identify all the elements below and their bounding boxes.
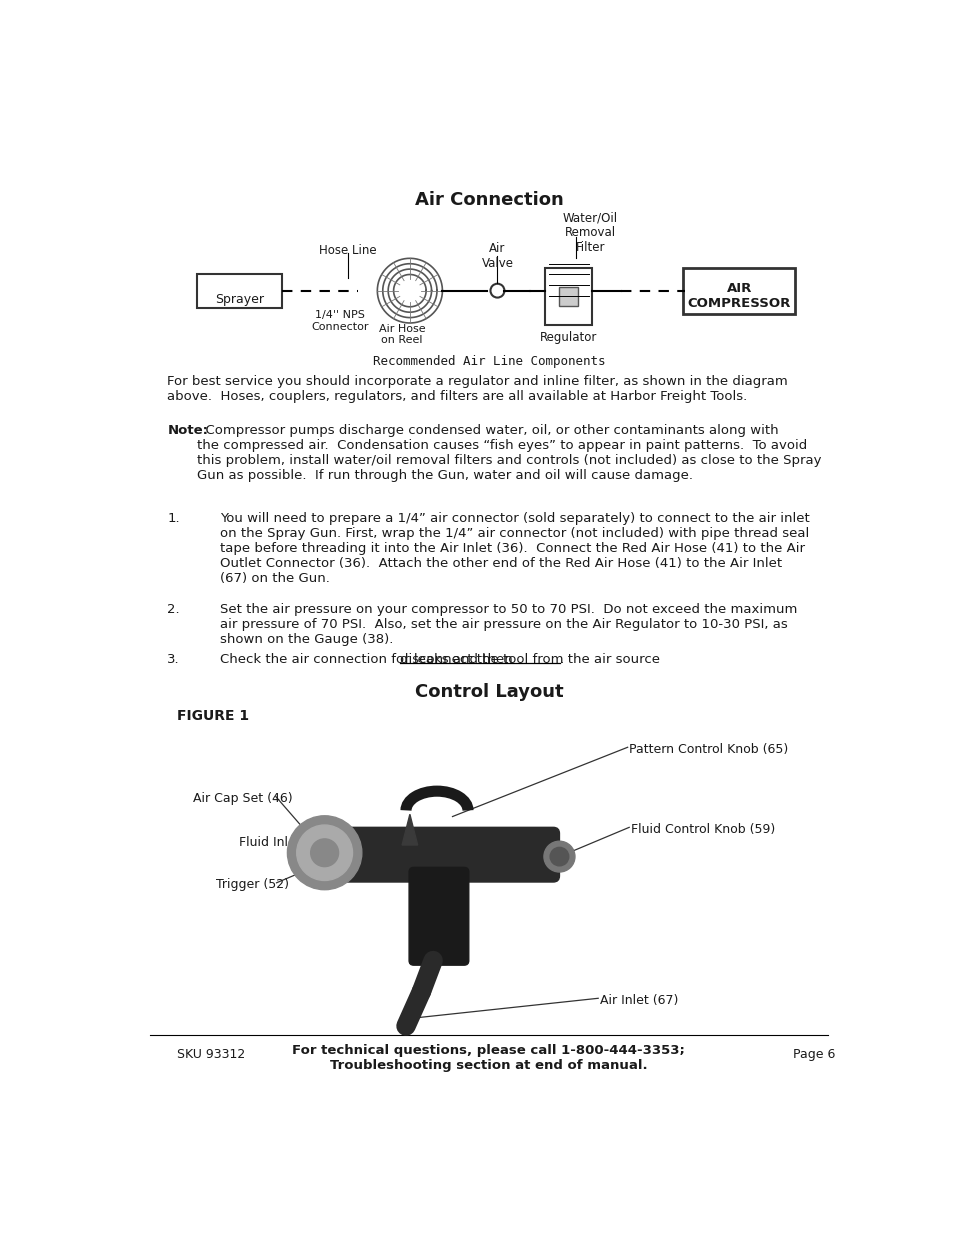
Circle shape — [296, 825, 353, 881]
Text: 1.: 1. — [167, 511, 180, 525]
Text: Air
Valve: Air Valve — [481, 242, 513, 270]
Text: disconnect the tool from the air source: disconnect the tool from the air source — [399, 652, 659, 666]
Text: Control Layout: Control Layout — [415, 683, 562, 701]
Text: Set the air pressure on your compressor to 50 to 70 PSI.  Do not exceed the maxi: Set the air pressure on your compressor … — [220, 603, 797, 646]
Text: .: . — [559, 652, 563, 666]
FancyBboxPatch shape — [558, 287, 578, 306]
Text: Water/Oil
Removal
Filter: Water/Oil Removal Filter — [562, 211, 618, 254]
Text: Sprayer: Sprayer — [214, 293, 264, 305]
Text: Regulator: Regulator — [539, 331, 597, 345]
FancyBboxPatch shape — [409, 867, 468, 966]
Text: Trigger (52): Trigger (52) — [216, 878, 289, 892]
Text: 1/4'' NPS
Connector: 1/4'' NPS Connector — [311, 310, 369, 331]
FancyBboxPatch shape — [545, 268, 592, 325]
Text: For technical questions, please call 1-800-444-3353;
Troubleshooting section at : For technical questions, please call 1-8… — [293, 1044, 684, 1072]
Text: 2.: 2. — [167, 603, 180, 615]
Text: Page 6: Page 6 — [793, 1047, 835, 1061]
Text: You will need to prepare a 1/4” air connector (sold separately) to connect to th: You will need to prepare a 1/4” air conn… — [220, 511, 809, 584]
Text: SKU 93312: SKU 93312 — [177, 1047, 245, 1061]
Text: For best service you should incorporate a regulator and inline filter, as shown : For best service you should incorporate … — [167, 375, 787, 404]
Text: AIR
COMPRESSOR: AIR COMPRESSOR — [687, 282, 790, 310]
Text: Air Inlet (67): Air Inlet (67) — [599, 994, 678, 1007]
Text: Air Hose
on Reel: Air Hose on Reel — [378, 324, 425, 346]
Circle shape — [543, 841, 575, 872]
Circle shape — [287, 816, 361, 889]
Polygon shape — [402, 814, 417, 845]
Text: Air Cap Set (46): Air Cap Set (46) — [193, 792, 293, 805]
FancyBboxPatch shape — [314, 827, 558, 882]
Text: 3.: 3. — [167, 652, 180, 666]
Text: Recommended Air Line Components: Recommended Air Line Components — [373, 354, 604, 368]
FancyBboxPatch shape — [196, 274, 282, 308]
Text: Compressor pumps discharge condensed water, oil, or other contaminants along wit: Compressor pumps discharge condensed wat… — [196, 424, 821, 482]
Text: Fluid Control Knob (59): Fluid Control Knob (59) — [630, 823, 774, 836]
Text: Fluid Inlet: Fluid Inlet — [239, 836, 301, 848]
Text: Pattern Control Knob (65): Pattern Control Knob (65) — [629, 742, 787, 756]
Text: Air Connection: Air Connection — [415, 190, 562, 209]
Circle shape — [311, 839, 338, 867]
Text: Hose Line: Hose Line — [318, 245, 376, 257]
Circle shape — [550, 847, 568, 866]
FancyBboxPatch shape — [682, 268, 794, 314]
Text: Check the air connection for leaks and then: Check the air connection for leaks and t… — [220, 652, 517, 666]
Text: FIGURE 1: FIGURE 1 — [177, 709, 250, 722]
Text: Note:: Note: — [167, 424, 208, 437]
